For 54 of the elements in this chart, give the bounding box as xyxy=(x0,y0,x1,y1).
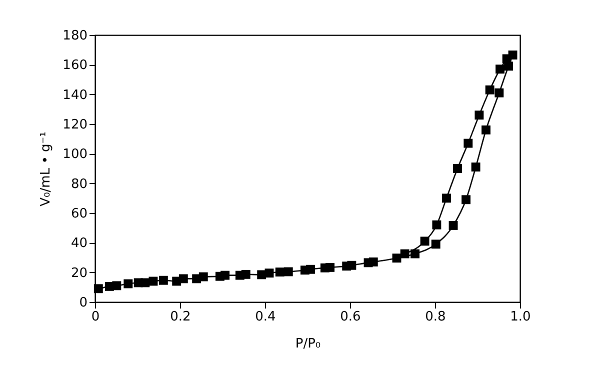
point xyxy=(392,254,402,263)
y-tick-label: 140 xyxy=(62,88,88,103)
point xyxy=(198,272,208,282)
point xyxy=(306,264,315,274)
y-tick-label: 80 xyxy=(70,176,88,192)
point xyxy=(264,268,274,278)
y-tick-label: 0 xyxy=(79,296,88,310)
point xyxy=(124,279,133,288)
y-tick-label: 120 xyxy=(62,118,88,132)
point xyxy=(220,270,230,280)
point xyxy=(494,88,504,98)
x-tick-label: 0 xyxy=(91,310,100,324)
point xyxy=(410,249,420,258)
point xyxy=(474,110,484,120)
point xyxy=(112,281,122,290)
point xyxy=(502,54,512,64)
point xyxy=(326,262,334,272)
point xyxy=(241,270,250,279)
point xyxy=(432,220,442,230)
point xyxy=(471,162,480,172)
point xyxy=(257,270,266,280)
x-tick-label: 0.4 xyxy=(255,310,276,324)
point xyxy=(485,85,494,94)
point xyxy=(400,249,410,258)
y-tick-label: 160 xyxy=(62,58,88,74)
x-tick-label: 1.0 xyxy=(510,310,531,324)
point xyxy=(347,260,356,270)
x-tick-label: 0.2 xyxy=(170,310,191,324)
y-axis-title: V₀/mL • g⁻¹ xyxy=(38,132,54,206)
y-tick-label: 180 xyxy=(62,28,88,44)
point xyxy=(420,236,430,246)
point xyxy=(94,284,103,294)
point xyxy=(448,220,458,230)
point xyxy=(431,240,440,249)
x-axis-title: P/P₀ xyxy=(295,336,321,352)
y-tick-label: 60 xyxy=(70,206,88,222)
y-tick-label: 40 xyxy=(70,236,88,252)
point xyxy=(140,278,150,288)
point xyxy=(453,164,462,173)
y-tick-label: 20 xyxy=(70,266,88,281)
point xyxy=(275,268,284,277)
point xyxy=(442,194,451,203)
point xyxy=(368,257,378,266)
y-tick-label: 100 xyxy=(62,147,88,162)
point xyxy=(496,64,504,74)
point xyxy=(158,276,168,285)
point xyxy=(464,138,473,148)
point xyxy=(482,125,490,134)
point xyxy=(284,267,293,276)
x-tick-label: 0.8 xyxy=(425,310,446,324)
x-tick-label: 0.6 xyxy=(340,310,361,324)
point xyxy=(178,274,188,284)
point xyxy=(462,195,470,204)
point xyxy=(148,276,158,286)
